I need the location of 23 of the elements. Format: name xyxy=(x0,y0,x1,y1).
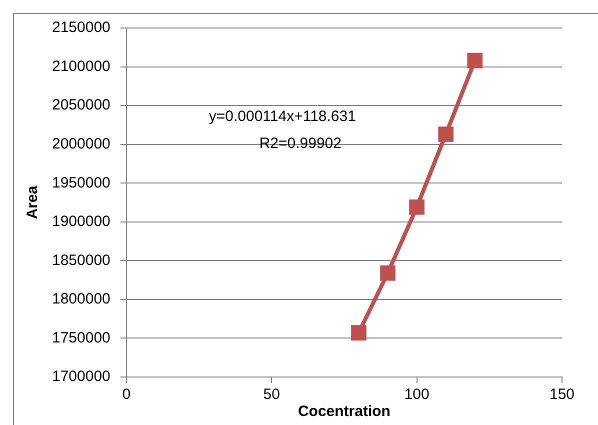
y-tick-label: 2050000 xyxy=(52,96,110,114)
y-tick-label: 1850000 xyxy=(52,252,110,269)
point xyxy=(467,52,483,68)
y-tick-label: 1750000 xyxy=(52,329,110,346)
y-tick-label: 1700000 xyxy=(52,368,110,386)
y-tick-label: 1900000 xyxy=(52,213,110,230)
point xyxy=(409,199,424,215)
y-tick-label: 2000000 xyxy=(52,135,110,152)
y-tick-label: 1950000 xyxy=(52,174,110,192)
annotation: y=0.000114x+118.631 xyxy=(208,108,356,126)
point xyxy=(438,126,454,142)
y-tick-label: 2150000 xyxy=(52,19,110,36)
x-tick-label: 100 xyxy=(404,386,430,404)
y-tick-label: 2100000 xyxy=(52,58,110,75)
annotation: R2=0.99902 xyxy=(259,135,342,152)
point xyxy=(351,325,366,340)
y-tick-label: 1800000 xyxy=(52,290,110,308)
y-axis-title: Area xyxy=(24,185,42,220)
point xyxy=(380,265,396,281)
x-axis-title: Cocentration xyxy=(298,403,390,420)
x-tick-label: 0 xyxy=(122,386,131,404)
x-tick-label: 150 xyxy=(549,386,575,404)
x-tick-label: 50 xyxy=(263,386,280,404)
